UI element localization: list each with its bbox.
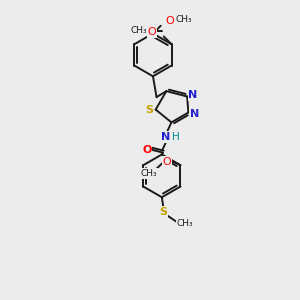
Text: CH₃: CH₃ (176, 219, 193, 228)
Text: O: O (148, 27, 156, 37)
Text: O: O (165, 16, 174, 26)
Text: H: H (172, 132, 179, 142)
Text: CH₃: CH₃ (130, 26, 147, 35)
Text: N: N (190, 109, 199, 119)
Text: CH₃: CH₃ (175, 15, 192, 24)
Text: O: O (142, 145, 152, 155)
Text: N: N (188, 90, 198, 100)
Text: S: S (146, 105, 154, 115)
Text: S: S (159, 206, 167, 217)
Text: O: O (163, 157, 171, 166)
Text: CH₃: CH₃ (141, 169, 158, 178)
Text: N: N (161, 132, 171, 142)
